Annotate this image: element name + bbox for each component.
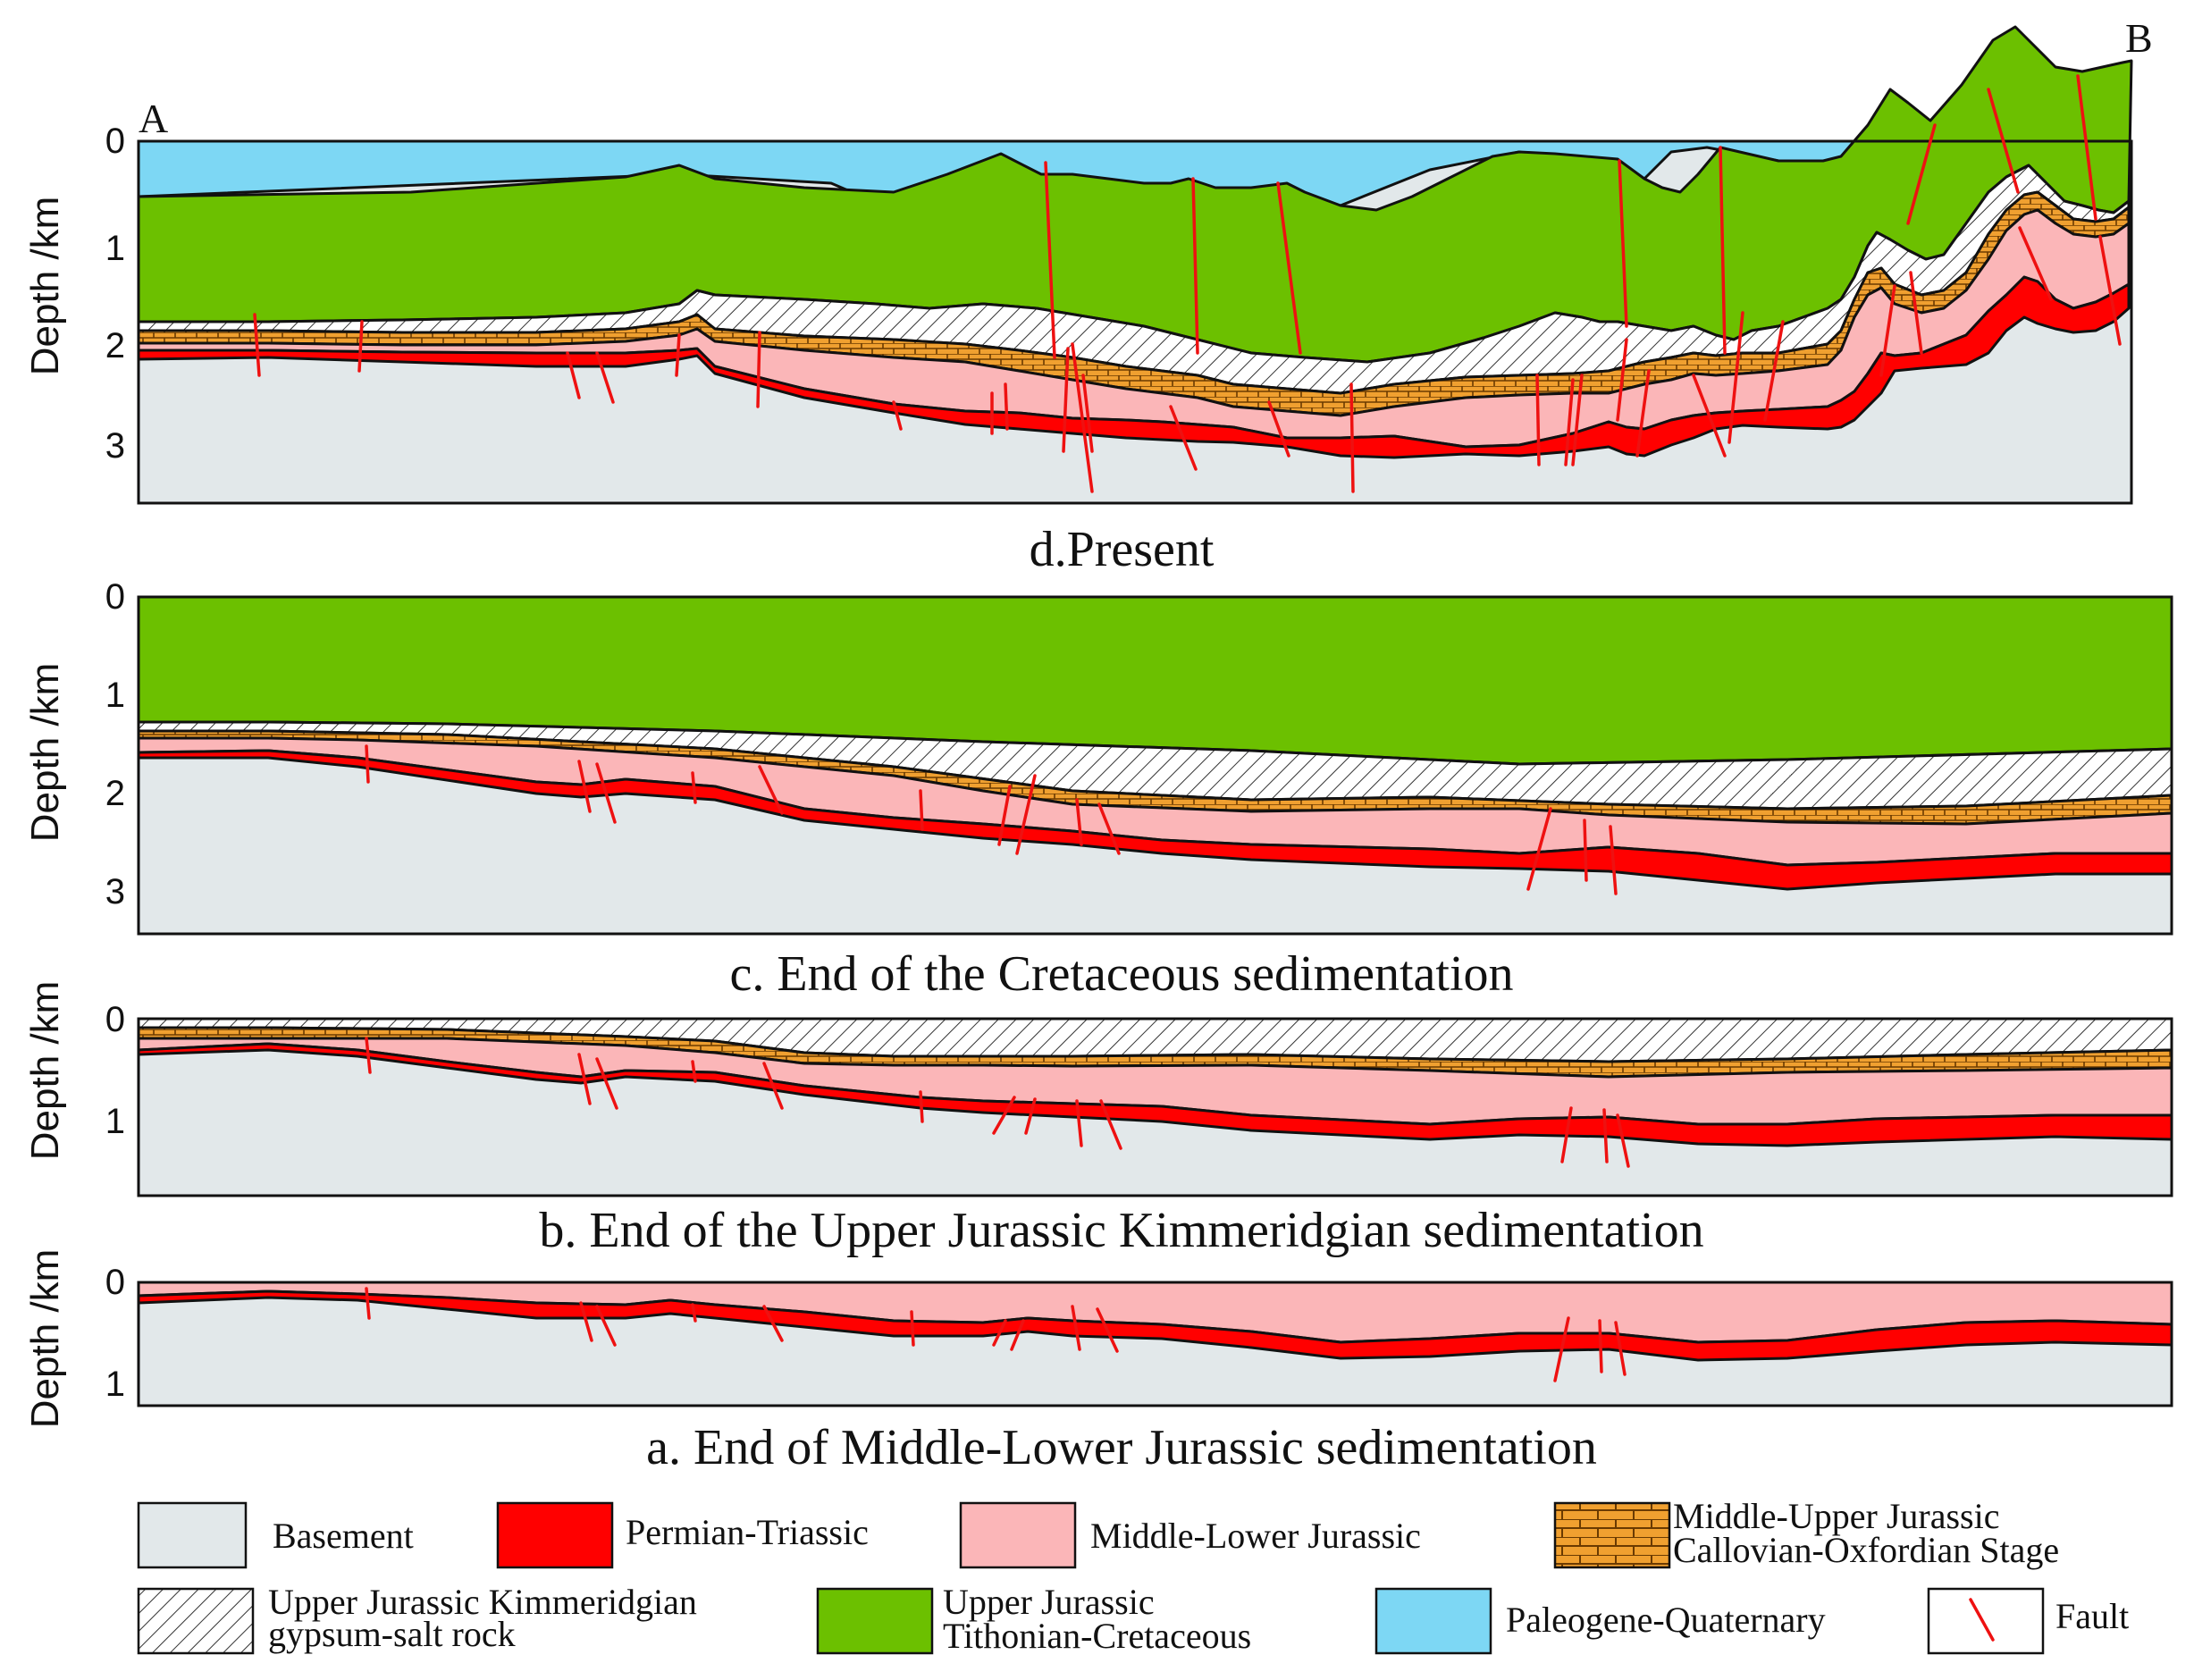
tick-b-1: 1 [105,1102,125,1141]
legend-swatch-permian-triassic [496,1501,614,1569]
tick-d-2: 2 [105,326,125,365]
legend-label-kimmeridgian-salt-1: Upper Jurassic Kimmeridgian [268,1582,697,1622]
y-label-c: Depth /km [23,663,67,843]
section-label-a: A [139,96,168,141]
panel-d-frame [137,139,2133,505]
legend-swatch-kimmeridgian-salt [137,1587,255,1655]
legend-swatch-tithonian-cretaceous [816,1587,934,1655]
tick-c-0: 0 [105,577,125,617]
faults-b [365,1037,1630,1168]
legend-label-tithonian-cretaceous-1: Upper Jurassic [943,1582,1155,1622]
legend-label-callovian-oxfordian-2: Callovian-Oxfordian Stage [1673,1530,2059,1570]
tick-c-3: 3 [105,872,125,911]
caption-d: d.Present [1030,522,1215,577]
fault-icon [1969,1598,1995,1642]
y-label-d: Depth /km [23,197,67,376]
legend-swatch-paleogene-quaternary [1374,1587,1492,1655]
panel-a: 0 1 Depth /km a. End of Middle-Lower Jur… [23,1249,2173,1475]
legend-label-fault: Fault [2055,1596,2129,1636]
legend-label-tithonian-cretaceous-2: Tithonian-Cretaceous [943,1616,1251,1656]
caption-a: a. End of Middle-Lower Jurassic sediment… [646,1420,1597,1475]
panel-c-frame [137,595,2173,936]
permian-triassic-layer-d [137,275,2131,459]
faults-d [253,74,2122,493]
tick-d-0: 0 [105,122,125,161]
caption-b: b. End of the Upper Jurassic Kimmeridgia… [539,1203,1703,1258]
tick-a-1: 1 [105,1365,125,1404]
legend-swatch-middle-lower-jurassic [959,1501,1077,1569]
legend-label-permian-triassic: Permian-Triassic [626,1512,869,1552]
tick-d-3: 3 [105,426,125,466]
tick-d-1: 1 [105,229,125,268]
legend: Basement Permian-Triassic Middle-Lower J… [137,1496,2129,1656]
panel-b: 0 1 Depth /km b. End of the Upper Jurass… [23,981,2173,1258]
panel-c: 0 1 2 3 Depth /km c. End of the Cretaceo… [23,577,2173,1002]
tick-c-2: 2 [105,774,125,813]
legend-label-paleogene-quaternary: Paleogene-Quaternary [1506,1600,1826,1640]
faults-c [365,744,1618,895]
legend-label-callovian-oxfordian-1: Middle-Upper Jurassic [1673,1496,1999,1536]
legend-label-kimmeridgian-salt-2: gypsum-salt rock [268,1614,516,1654]
panel-b-frame [137,1017,2173,1197]
legend-swatch-basement [137,1501,248,1569]
panel-d: 0 1 2 3 Depth /km A B d.Present [23,15,2153,577]
y-label-a: Depth /km [23,1249,67,1429]
legend-swatch-fault [1927,1587,2045,1655]
section-label-b: B [2125,15,2153,61]
legend-label-basement: Basement [273,1516,414,1556]
y-label-b: Depth /km [23,981,67,1161]
faults-a [365,1287,1627,1382]
tick-c-1: 1 [105,676,125,715]
panel-a-frame [137,1281,2173,1407]
tick-b-0: 0 [105,1000,125,1039]
legend-label-middle-lower-jurassic: Middle-Lower Jurassic [1090,1516,1421,1556]
legend-swatch-callovian-oxfordian [1553,1501,1671,1569]
tick-a-0: 0 [105,1263,125,1302]
caption-c: c. End of the Cretaceous sedimentation [729,946,1513,1002]
